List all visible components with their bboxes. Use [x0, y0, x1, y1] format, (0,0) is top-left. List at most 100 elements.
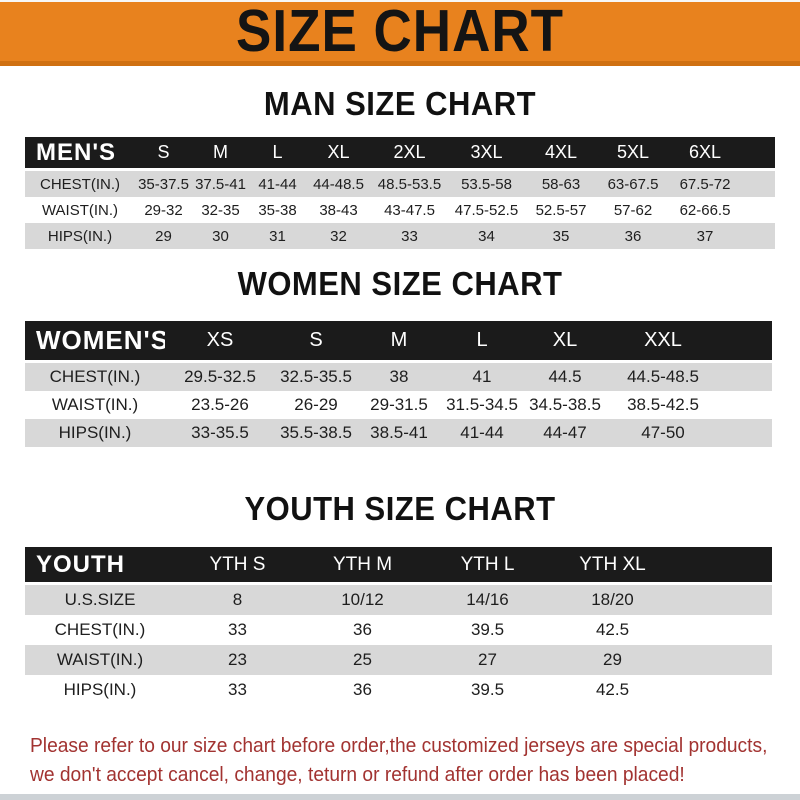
measurement-value: 36 [300, 615, 425, 645]
size-column-header: 6XL [669, 137, 741, 171]
size-column-header: 2XL [371, 137, 448, 171]
table-header-row: YOUTH YTH S YTH M YTH L YTH XL [25, 547, 772, 585]
measurement-value: 39.5 [425, 675, 550, 705]
measurement-value: 36 [597, 223, 669, 249]
measurement-value: 27 [425, 645, 550, 675]
measurement-value: 42.5 [550, 615, 675, 645]
measurement-value: 38-43 [306, 197, 371, 223]
measurement-value: 38.5-42.5 [607, 391, 719, 419]
size-column-header: XS [165, 321, 275, 363]
measurement-value: 14/16 [425, 585, 550, 615]
size-column-header: M [357, 321, 441, 363]
measurement-row: HIPS(IN.) 29 30 31 32 33 34 35 36 37 [25, 223, 775, 249]
row-label: HIPS(IN.) [25, 675, 175, 705]
measurement-value: 32 [306, 223, 371, 249]
measurement-value: 42.5 [550, 675, 675, 705]
women-size-table: WOMEN'S XS S M L XL XXL CHEST(IN.) 29.5-32.5 32.5… [25, 321, 772, 447]
men-size-table: MEN'S S M L XL 2XL 3XL 4XL 5XL 6XL CHEST(IN.) 35-37… [25, 137, 775, 249]
row-label: WAIST(IN.) [25, 645, 175, 675]
youth-group-label: YOUTH [25, 547, 175, 585]
measurement-value: 33-35.5 [165, 419, 275, 447]
measurement-value: 29 [135, 223, 192, 249]
measurement-value: 23 [175, 645, 300, 675]
measurement-value: 8 [175, 585, 300, 615]
measurement-row: WAIST(IN.) 29-32 32-35 35-38 38-43 43-47.5 47.… [25, 197, 775, 223]
measurement-value: 38.5-41 [357, 419, 441, 447]
measurement-value: 37.5-41 [192, 171, 249, 197]
measurement-value: 31.5-34.5 [441, 391, 523, 419]
spacer-cell [719, 321, 772, 363]
spacer-cell [741, 197, 775, 223]
measurement-value: 38 [357, 363, 441, 391]
measurement-value: 32.5-35.5 [275, 363, 357, 391]
measurement-row: U.S.SIZE 8 10/12 14/16 18/20 [25, 585, 772, 615]
measurement-value: 33 [175, 615, 300, 645]
measurement-value: 35-38 [249, 197, 306, 223]
measurement-value: 41 [441, 363, 523, 391]
size-column-header: YTH M [300, 547, 425, 585]
size-chart-banner: SIZE CHART [0, 0, 800, 66]
disclaimer-line-1: Please refer to our size chart before or… [30, 735, 768, 757]
measurement-row: CHEST(IN.) 35-37.5 37.5-41 41-44 44-48.5 48.5… [25, 171, 775, 197]
measurement-value: 23.5-26 [165, 391, 275, 419]
measurement-value: 41-44 [249, 171, 306, 197]
youth-size-table-container: YOUTH YTH S YTH M YTH L YTH XL U.S.SIZE 8 10/12… [0, 547, 800, 705]
measurement-row: HIPS(IN.) 33-35.5 35.5-38.5 38.5-41 41-44 44-… [25, 419, 772, 447]
bottom-edge-strip [0, 794, 800, 800]
table-header-row: WOMEN'S XS S M L XL XXL [25, 321, 772, 363]
row-label: U.S.SIZE [25, 585, 175, 615]
measurement-value: 37 [669, 223, 741, 249]
size-column-header: S [135, 137, 192, 171]
measurement-value: 18/20 [550, 585, 675, 615]
measurement-value: 58-63 [525, 171, 597, 197]
size-column-header: L [249, 137, 306, 171]
measurement-value: 33 [175, 675, 300, 705]
size-column-header: 3XL [448, 137, 525, 171]
size-column-header: XL [306, 137, 371, 171]
size-column-header: YTH S [175, 547, 300, 585]
spacer-cell [741, 137, 775, 171]
size-column-header: M [192, 137, 249, 171]
measurement-value: 10/12 [300, 585, 425, 615]
spacer-cell [675, 645, 772, 675]
measurement-value: 32-35 [192, 197, 249, 223]
measurement-value: 44.5 [523, 363, 607, 391]
measurement-value: 67.5-72 [669, 171, 741, 197]
spacer-cell [675, 547, 772, 585]
measurement-value: 44-48.5 [306, 171, 371, 197]
row-label: WAIST(IN.) [25, 197, 135, 223]
measurement-value: 47.5-52.5 [448, 197, 525, 223]
women-size-table-container: WOMEN'S XS S M L XL XXL CHEST(IN.) 29.5-32.5 32.5… [0, 321, 800, 447]
men-group-label: MEN'S [25, 137, 135, 171]
measurement-row: WAIST(IN.) 23.5-26 26-29 29-31.5 31.5-34.5 34… [25, 391, 772, 419]
row-label: WAIST(IN.) [25, 391, 165, 419]
measurement-row: WAIST(IN.) 23 25 27 29 [25, 645, 772, 675]
measurement-value: 52.5-57 [525, 197, 597, 223]
youth-size-table: YOUTH YTH S YTH M YTH L YTH XL U.S.SIZE 8 10/12… [25, 547, 772, 705]
measurement-value: 26-29 [275, 391, 357, 419]
disclaimer: Please refer to our size chart before or… [0, 732, 800, 790]
women-size-chart-heading: WOMEN SIZE CHART [237, 264, 563, 303]
size-column-header: S [275, 321, 357, 363]
size-column-header: 4XL [525, 137, 597, 171]
measurement-value: 31 [249, 223, 306, 249]
women-group-label: WOMEN'S [25, 321, 165, 363]
measurement-row: CHEST(IN.) 29.5-32.5 32.5-35.5 38 41 44.5 44.5… [25, 363, 772, 391]
row-label: HIPS(IN.) [25, 419, 165, 447]
measurement-row: HIPS(IN.) 33 36 39.5 42.5 [25, 675, 772, 705]
spacer-cell [741, 171, 775, 197]
spacer-cell [719, 391, 772, 419]
measurement-value: 29 [550, 645, 675, 675]
measurement-row: CHEST(IN.) 33 36 39.5 42.5 [25, 615, 772, 645]
row-label: HIPS(IN.) [25, 223, 135, 249]
measurement-value: 41-44 [441, 419, 523, 447]
size-column-header: L [441, 321, 523, 363]
measurement-value: 34.5-38.5 [523, 391, 607, 419]
row-label: CHEST(IN.) [25, 615, 175, 645]
measurement-value: 29-32 [135, 197, 192, 223]
measurement-value: 34 [448, 223, 525, 249]
measurement-value: 57-62 [597, 197, 669, 223]
row-label: CHEST(IN.) [25, 171, 135, 197]
size-column-header: YTH L [425, 547, 550, 585]
man-size-chart-heading: MAN SIZE CHART [263, 84, 537, 123]
